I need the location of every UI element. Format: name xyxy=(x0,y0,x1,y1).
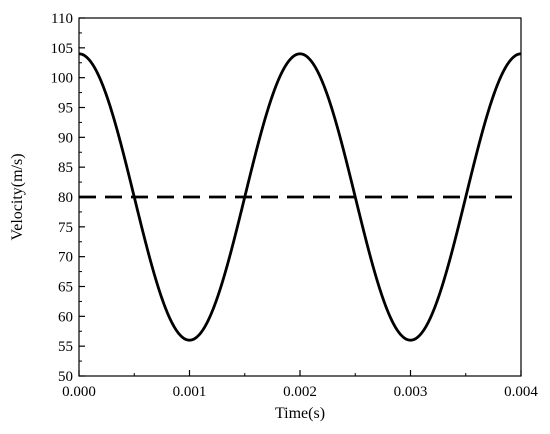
y-tick-label: 90 xyxy=(58,130,73,146)
velocity-series-line xyxy=(78,52,522,342)
x-tick-label: 0.004 xyxy=(504,384,538,400)
y-tick-label: 50 xyxy=(58,369,73,385)
y-tick-label: 95 xyxy=(58,101,73,117)
x-tick-label: 0.003 xyxy=(394,384,428,400)
x-tick-label: 0.002 xyxy=(283,384,317,400)
y-tick-label: 80 xyxy=(58,190,73,206)
x-axis-title: Time(s) xyxy=(275,405,325,422)
y-axis-title: Velocity(m/s) xyxy=(9,153,26,240)
y-tick-label: 110 xyxy=(51,11,73,27)
y-tick-label: 105 xyxy=(51,41,74,57)
x-tick-label: 0.000 xyxy=(62,384,96,400)
y-tick-label: 60 xyxy=(58,309,73,325)
y-tick-label: 65 xyxy=(58,280,73,296)
series-layer xyxy=(78,52,522,342)
y-tick-label: 85 xyxy=(58,160,73,176)
y-tick-label: 55 xyxy=(58,339,73,355)
x-tick-label: 0.001 xyxy=(173,384,207,400)
y-tick-label: 70 xyxy=(58,250,73,266)
y-tick-label: 75 xyxy=(58,220,73,236)
y-tick-label: 100 xyxy=(51,71,74,87)
ticks-layer: 50 55 60 65 70 75 80 85 90 95 100 105 110 0.000 0.001 0… xyxy=(51,11,539,400)
